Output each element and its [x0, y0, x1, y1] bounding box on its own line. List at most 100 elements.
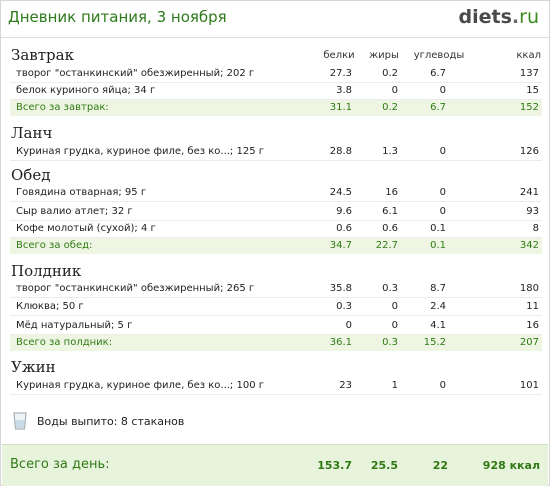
meal-title-snack: Полдник	[11, 262, 82, 280]
protein-total: 34.7	[329, 240, 352, 251]
total-label: Всего за полдник:	[16, 337, 113, 348]
carbs-value: 0	[439, 146, 446, 157]
food-name: Мёд натуральный; 5 г	[16, 320, 133, 331]
kcal-value: 241	[519, 187, 539, 198]
table-row: Куриная грудка, куриное филе, без ко...;…	[10, 144, 542, 161]
protein-value: 0.6	[336, 223, 352, 234]
table-row: Куриная грудка, куриное филе, без ко...;…	[10, 378, 542, 395]
carbs-value: 0	[439, 206, 446, 217]
food-name: белок куриного яйца; 34 г	[16, 85, 156, 96]
col-kcal: ккал	[516, 50, 541, 61]
food-name: Клюква; 50 г	[16, 301, 84, 312]
col-protein: белки	[323, 50, 355, 61]
col-carbs: углеводы	[413, 50, 465, 61]
meal-total-row: Всего за полдник: 36.1 0.3 15.2 207	[10, 335, 542, 351]
carbs-value: 8.7	[430, 283, 446, 294]
protein-value: 9.6	[336, 206, 352, 217]
food-name: творог "останкинский" обезжиренный; 265 …	[16, 283, 255, 294]
table-row: Сыр валио атлет; 32 г 9.6 6.1 0 93	[10, 204, 542, 221]
total-label: Всего за обед:	[16, 240, 93, 251]
day-protein-total: 153.7	[317, 459, 352, 472]
food-name: Кофе молотый (сухой); 4 г	[16, 223, 156, 234]
day-total-label: Всего за день:	[10, 457, 110, 472]
header: Дневник питания, 3 ноября diets.ru	[1, 1, 549, 38]
carbs-value: 0	[439, 85, 446, 96]
protein-total: 31.1	[329, 102, 352, 113]
food-name: Куриная грудка, куриное филе, без ко...;…	[16, 146, 265, 157]
carbs-total: 0.1	[430, 240, 446, 251]
protein-value: 28.8	[329, 146, 352, 157]
table-row: Мёд натуральный; 5 г 0 0 4.1 16	[10, 318, 542, 335]
logo-main: diets	[458, 6, 512, 28]
water-intake: Воды выпито: 8 стаканов	[13, 410, 313, 436]
food-name: Говядина отварная; 95 г	[16, 187, 147, 198]
meal-title-supper: Ужин	[11, 358, 56, 376]
protein-total: 36.1	[329, 337, 352, 348]
food-name: Сыр валио атлет; 32 г	[16, 206, 133, 217]
fat-value: 0.6	[382, 223, 398, 234]
fat-value: 1	[391, 380, 398, 391]
protein-value: 27.3	[329, 68, 352, 79]
fat-total: 22.7	[375, 240, 398, 251]
site-logo[interactable]: diets.ru	[459, 6, 539, 28]
kcal-value: 93	[526, 206, 539, 217]
kcal-value: 126	[519, 146, 539, 157]
protein-value: 24.5	[329, 187, 352, 198]
day-carbs-total: 22	[432, 459, 448, 472]
protein-value: 0	[345, 320, 352, 331]
carbs-value: 4.1	[430, 320, 446, 331]
kcal-total: 152	[519, 102, 539, 113]
kcal-total: 207	[519, 337, 539, 348]
kcal-value: 11	[526, 301, 539, 312]
table-row: белок куриного яйца; 34 г 3.8 0 0 15	[10, 83, 542, 100]
meal-title-dinner: Обед	[11, 166, 51, 184]
fat-total: 0.2	[382, 102, 398, 113]
kcal-value: 180	[519, 283, 539, 294]
food-name: творог "останкинский" обезжиренный; 202 …	[16, 68, 255, 79]
logo-dot: .	[511, 6, 520, 28]
food-name: Куриная грудка, куриное филе, без ко...;…	[16, 380, 265, 391]
fat-value: 16	[385, 187, 398, 198]
meal-title-lunch: Ланч	[11, 124, 53, 142]
table-row: творог "останкинский" обезжиренный; 202 …	[10, 66, 542, 83]
table-row: Кофе молотый (сухой); 4 г 0.6 0.6 0.1 8	[10, 221, 542, 238]
col-fat: жиры	[369, 50, 399, 61]
carbs-value: 0	[439, 380, 446, 391]
kcal-value: 137	[519, 68, 539, 79]
glass-icon	[13, 412, 27, 430]
carbs-value: 0.1	[430, 223, 446, 234]
carbs-value: 2.4	[430, 301, 446, 312]
table-row: творог "останкинский" обезжиренный; 265 …	[10, 281, 542, 298]
fat-value: 1.3	[382, 146, 398, 157]
fat-total: 0.3	[382, 337, 398, 348]
water-text: Воды выпито: 8 стаканов	[37, 415, 185, 428]
carbs-total: 6.7	[430, 102, 446, 113]
day-total-bar: Всего за день: 153.7 25.5 22 928 ккал	[2, 444, 548, 486]
carbs-total: 15.2	[423, 337, 446, 348]
page-title: Дневник питания, 3 ноября	[8, 8, 227, 26]
carbs-value: 6.7	[430, 68, 446, 79]
protein-value: 3.8	[336, 85, 352, 96]
fat-value: 0.3	[382, 283, 398, 294]
fat-value: 0	[391, 320, 398, 331]
table-row: Говядина отварная; 95 г 24.5 16 0 241	[10, 185, 542, 202]
kcal-value: 101	[519, 380, 539, 391]
fat-value: 0	[391, 85, 398, 96]
kcal-total: 342	[519, 240, 539, 251]
day-kcal-total: 928 ккал	[482, 459, 540, 472]
meal-total-row: Всего за завтрак: 31.1 0.2 6.7 152	[10, 100, 542, 116]
kcal-value: 15	[526, 85, 539, 96]
total-label: Всего за завтрак:	[16, 102, 109, 113]
fat-value: 0	[391, 301, 398, 312]
logo-tld: ru	[519, 6, 539, 28]
meal-title-breakfast: Завтрак	[11, 46, 74, 64]
kcal-value: 8	[532, 223, 539, 234]
fat-value: 0.2	[382, 68, 398, 79]
protein-value: 35.8	[329, 283, 352, 294]
protein-value: 0.3	[336, 301, 352, 312]
kcal-value: 16	[526, 320, 539, 331]
day-fat-total: 25.5	[370, 459, 398, 472]
protein-value: 23	[339, 380, 352, 391]
fat-value: 6.1	[382, 206, 398, 217]
